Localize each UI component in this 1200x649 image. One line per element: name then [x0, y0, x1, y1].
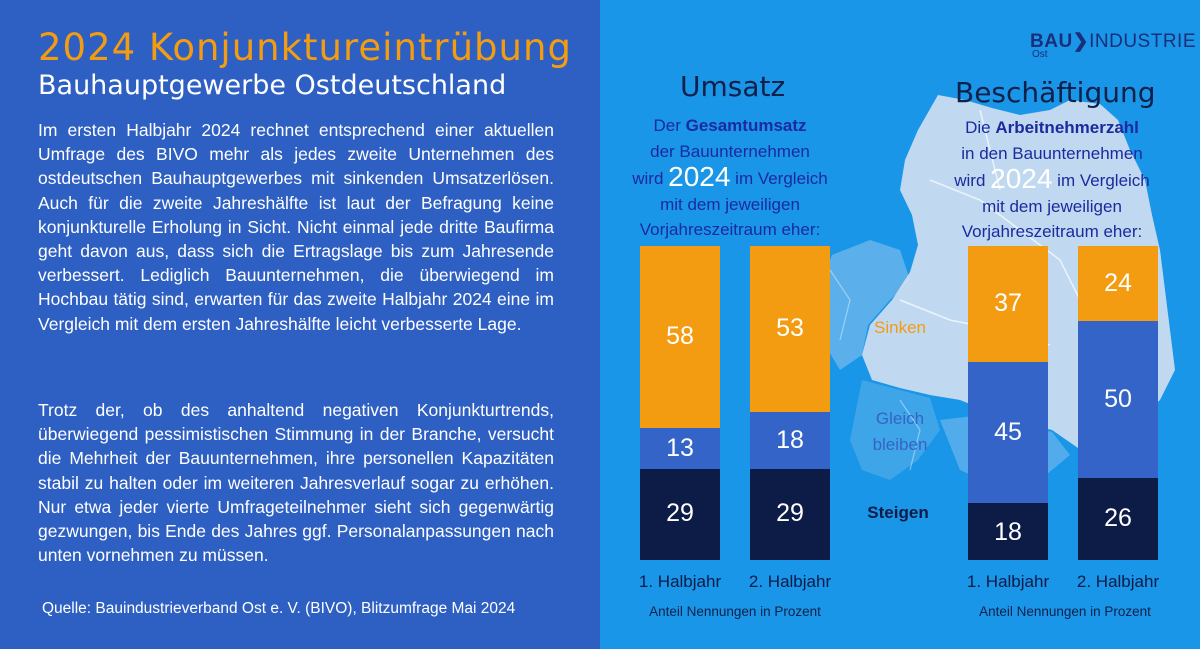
umsatz-note: Anteil Nennungen in Prozent	[649, 604, 821, 619]
paragraph-2: Trotz der, ob des anhaltend negativen Ko…	[38, 400, 554, 566]
besch-note: Anteil Nennungen in Prozent	[979, 604, 1151, 619]
chart-panel: BAU❯INDUSTRIE Ost Umsatz Beschäftigung D…	[600, 0, 1200, 649]
legend-sinken: Sinken	[874, 318, 926, 337]
bar-segment-steigen	[968, 503, 1048, 560]
paragraph-1: Im ersten Halbjahr 2024 rechnet entsprec…	[38, 120, 554, 334]
bar-segment-steigen	[1078, 478, 1158, 560]
bar-value-label: 58	[666, 322, 694, 351]
beschaeftigung-title: Beschäftigung	[955, 76, 1156, 109]
bar-segment-steigen	[750, 468, 830, 560]
source-note: Quelle: Bauindustrieverband Ost e. V. (B…	[42, 600, 516, 617]
legend-bleiben: bleiben	[872, 435, 928, 454]
bauindustrie-logo: BAU❯INDUSTRIE Ost	[1030, 31, 1196, 60]
x-label-besch-1: 1. Halbjahr	[966, 572, 1050, 591]
bar-value-label: 26	[1104, 504, 1132, 533]
x-label-umsatz-1: 1. Halbjahr	[638, 572, 722, 591]
umsatz-title: Umsatz	[680, 70, 786, 103]
bar-value-label: 18	[776, 425, 804, 454]
bar-value-label: 37	[994, 289, 1022, 318]
text-panel: 2024 Konjunktureintrübung Bauhauptgewerb…	[38, 26, 572, 617]
bar-segment-gleich	[1078, 321, 1158, 479]
bar-value-label: 29	[776, 499, 804, 528]
bar-segment-gleich	[750, 412, 830, 469]
x-label-besch-2: 2. Halbjahr	[1076, 572, 1160, 591]
main-title: 2024 Konjunktureintrübung	[38, 26, 572, 69]
bar-value-label: 18	[994, 518, 1022, 546]
bar-value-label: 29	[666, 499, 694, 528]
umsatz-question: Der Gesamtumsatz der Bauunternehmen wird…	[632, 116, 828, 239]
bar-segment-sinken	[1078, 246, 1158, 322]
bar-segment-gleich	[968, 362, 1048, 504]
x-label-umsatz-2: 2. Halbjahr	[748, 572, 832, 591]
bar-segment-gleich	[640, 428, 720, 469]
bar-segment-sinken	[640, 246, 720, 429]
bar-value-label: 53	[776, 314, 804, 343]
legend-steigen: Steigen	[867, 503, 929, 522]
bar-segment-sinken	[750, 246, 830, 413]
bar-value-label: 24	[1104, 268, 1132, 297]
legend-gleich: Gleich	[875, 409, 925, 428]
bar-value-label: 13	[666, 433, 694, 462]
bar-segment-sinken	[968, 246, 1048, 363]
beschaeftigung-question: Die Arbeitnehmerzahl in den Bauunternehm…	[954, 118, 1150, 241]
bar-value-label: 45	[994, 417, 1022, 446]
bar-segment-steigen	[640, 468, 720, 560]
bar-value-label: 50	[1104, 384, 1132, 413]
main-subtitle: Bauhauptgewerbe Ostdeutschland	[38, 70, 507, 101]
